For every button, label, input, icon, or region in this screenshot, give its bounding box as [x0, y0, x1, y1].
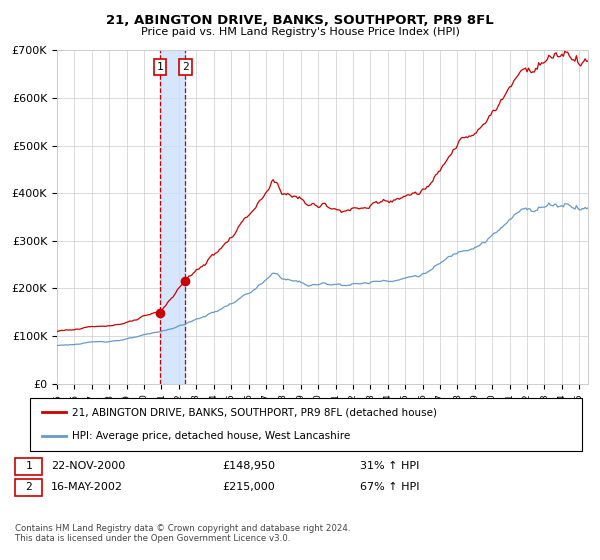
Text: £148,950: £148,950 [222, 461, 275, 471]
Text: £215,000: £215,000 [222, 482, 275, 492]
Bar [160, 50, 185, 384]
Text: 21, ABINGTON DRIVE, BANKS, SOUTHPORT, PR9 8FL (detached house): 21, ABINGTON DRIVE, BANKS, SOUTHPORT, PR… [72, 408, 437, 418]
Text: HPI: Average price, detached house, West Lancashire: HPI: Average price, detached house, West… [72, 431, 350, 441]
Text: 22-NOV-2000: 22-NOV-2000 [51, 461, 125, 471]
Text: 1: 1 [25, 461, 32, 471]
Text: Contains HM Land Registry data © Crown copyright and database right 2024.
This d: Contains HM Land Registry data © Crown c… [15, 524, 350, 543]
Text: 31% ↑ HPI: 31% ↑ HPI [360, 461, 419, 471]
Text: 21, ABINGTON DRIVE, BANKS, SOUTHPORT, PR9 8FL: 21, ABINGTON DRIVE, BANKS, SOUTHPORT, PR… [106, 14, 494, 27]
Text: Price paid vs. HM Land Registry's House Price Index (HPI): Price paid vs. HM Land Registry's House … [140, 27, 460, 37]
Text: 16-MAY-2002: 16-MAY-2002 [51, 482, 123, 492]
Text: 67% ↑ HPI: 67% ↑ HPI [360, 482, 419, 492]
Text: 2: 2 [182, 62, 189, 72]
Text: 1: 1 [157, 62, 163, 72]
Text: 2: 2 [25, 482, 32, 492]
